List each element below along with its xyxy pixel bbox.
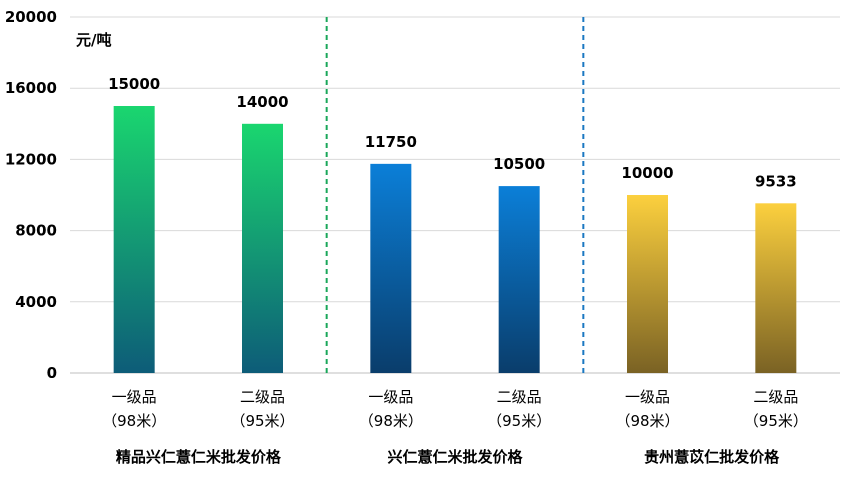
- y-tick-label: 16000: [5, 79, 57, 97]
- group-separators: [325, 17, 585, 376]
- category-label-spec: （95米）: [230, 412, 294, 430]
- group-label: 贵州薏苡仁批发价格: [644, 448, 780, 466]
- category-label-grade: 二级品: [497, 388, 542, 406]
- data-label: 14000: [236, 93, 288, 111]
- group-labels: 精品兴仁薏仁米批发价格 兴仁薏仁米批发价格 贵州薏苡仁批发价格: [116, 448, 780, 466]
- group-label: 精品兴仁薏仁米批发价格: [116, 448, 282, 466]
- category-label-grade: 一级品: [112, 388, 157, 406]
- data-label: 15000: [108, 75, 160, 93]
- category-label-grade: 二级品: [753, 388, 798, 406]
- category-label-spec: （95米）: [744, 412, 808, 430]
- y-tick-label: 12000: [5, 150, 57, 168]
- y-tick-label: 0: [47, 364, 57, 382]
- data-labels: 15000 14000 11750 10500 10000 9533: [108, 75, 797, 190]
- y-axis-ticks: 0 4000 8000 12000 16000 20000: [5, 8, 57, 382]
- bar: [755, 203, 797, 373]
- bar: [498, 186, 540, 373]
- category-label-spec: （98米）: [102, 412, 166, 430]
- category-label-grade: 二级品: [240, 388, 285, 406]
- bars: [113, 106, 797, 373]
- category-label-grade: 一级品: [368, 388, 413, 406]
- category-label-spec: （95米）: [487, 412, 551, 430]
- gridlines: [70, 16, 840, 374]
- category-labels: 一级品 （98米） 二级品 （95米） 一级品 （98米） 二级品 （95米） 一级品 （98米）…: [102, 388, 808, 430]
- category-label-spec: （98米）: [615, 412, 679, 430]
- y-tick-label: 4000: [15, 293, 57, 311]
- data-label: 11750: [365, 133, 417, 151]
- y-tick-label: 8000: [15, 222, 57, 240]
- bar: [370, 163, 412, 373]
- group-label: 兴仁薏仁米批发价格: [387, 448, 523, 466]
- unit-label: 元/吨: [76, 31, 111, 49]
- bar: [113, 106, 155, 373]
- data-label: 9533: [755, 172, 797, 190]
- data-label: 10000: [621, 164, 673, 182]
- data-label: 10500: [493, 155, 545, 173]
- bar: [627, 195, 668, 373]
- bar: [242, 123, 283, 373]
- category-label-grade: 一级品: [625, 388, 670, 406]
- y-tick-label: 20000: [5, 8, 57, 26]
- category-label-spec: （98米）: [359, 412, 423, 430]
